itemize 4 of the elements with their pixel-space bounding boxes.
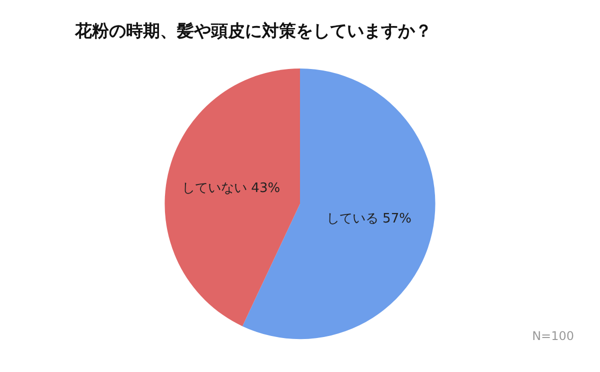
text: N=100: [532, 329, 574, 343]
slice-label: している 57%: [326, 212, 412, 227]
chart-title: 花粉の時期、髪や頭皮に対策をしていますか？: [74, 22, 432, 42]
slice-label: していない 43%: [182, 180, 280, 196]
